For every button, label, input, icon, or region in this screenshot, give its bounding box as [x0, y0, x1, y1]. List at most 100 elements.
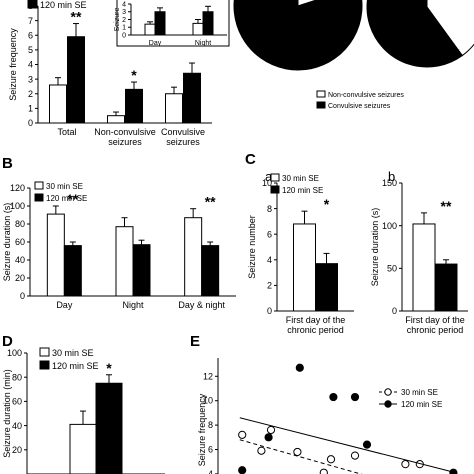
panel-c-b-y-tick-label: 100	[382, 221, 397, 231]
panel-d-y-tick-label: 80	[12, 372, 22, 382]
panel-b-bar	[201, 245, 220, 297]
inset-bar	[144, 23, 156, 36]
panel-e-legend-label: 30 min SE	[401, 388, 438, 397]
panel-a-bar	[183, 72, 201, 124]
pie-1-slice-label: 80%	[289, 50, 307, 60]
panel-c-b-bar	[412, 223, 436, 312]
panel-a-bar	[49, 84, 67, 124]
panel-b-significance: **	[205, 194, 216, 210]
panel-a-category-label: seizures	[108, 137, 142, 147]
panel-b-y-tick-label: 100	[10, 201, 25, 211]
panel-b-bar	[115, 226, 134, 297]
panel-a-y-tick-label: 3	[28, 74, 33, 84]
panel-c-b-y-tick-label: 50	[387, 263, 397, 273]
panel-b-bar	[46, 213, 65, 297]
panel-e-point	[264, 433, 273, 442]
panel-e-point	[238, 466, 247, 474]
panel-e-fit-line	[239, 417, 452, 472]
panel-a-y-tick-label: 1	[28, 104, 33, 114]
panel-a-y-axis-label: Seizure frequency	[8, 28, 18, 101]
panel-a-y-tick-label: 6	[28, 30, 33, 40]
panel-d-y-tick-label: 20	[12, 445, 22, 455]
panel-c-b-significance: **	[441, 198, 452, 214]
panel-e-chart: 4 6 8 10 12 Seizure frequency 30 min SE 120 min…	[197, 358, 458, 474]
pie-legend-label: Non-convulsive seizures	[328, 92, 404, 99]
panel-c-a-legend-swatch	[270, 185, 280, 194]
panel-a-y-tick-label: 5	[28, 45, 33, 55]
pie-2-slice-label: 60%	[397, 38, 415, 48]
panel-c-a-y-tick-label: 6	[267, 229, 272, 239]
panel-a-y-tick-label: 0	[28, 118, 33, 128]
panel-b-y-tick-label: 120	[10, 183, 25, 193]
inset-y-tick-label: 2	[122, 17, 126, 24]
pie-2-chart: 40% 60%	[366, 0, 474, 68]
panel-b-y-tick-label: 40	[15, 255, 25, 265]
panel-e-point	[350, 451, 360, 460]
panel-e-point	[350, 392, 360, 402]
panel-c-b-chart: 0 50 100 150 Seizure duration (s) ** First day…	[370, 178, 468, 335]
panel-d-bar	[69, 423, 97, 474]
panel-e-legend-label: 120 min SE	[401, 400, 442, 409]
panel-a-category-label: seizures	[166, 137, 200, 147]
panel-e-point	[329, 392, 338, 402]
inset-y-axis-label: Seizure	[114, 8, 121, 32]
pie-legend-swatch	[316, 90, 326, 98]
panel-a-bar	[67, 36, 85, 124]
panel-d-y-tick-label: 60	[12, 397, 22, 407]
panel-e-y-tick-label: 6	[208, 445, 213, 455]
panel-a-bar	[165, 93, 183, 124]
panel-c-b-y-axis-label: Seizure duration (s)	[370, 208, 380, 287]
panel-c-a-bar	[315, 263, 338, 312]
panel-c-a-y-tick-label: 8	[267, 204, 272, 214]
panel-c-sublabel-b: b	[388, 169, 395, 184]
panel-b-bar	[184, 217, 203, 297]
panel-e-point	[293, 447, 302, 457]
panel-letter-b: B	[2, 155, 13, 172]
panel-e-y-tick-label: 12	[203, 371, 213, 381]
pie-2-slice-label: 40%	[443, 48, 461, 58]
inset-category-label: Day	[149, 40, 162, 47]
panel-b-legend-swatch	[34, 181, 44, 190]
inset-y-tick-label: 1	[122, 25, 126, 32]
panel-letter-e: E	[190, 333, 200, 350]
panel-c-a-legend-swatch	[270, 173, 280, 182]
panel-letter-d: D	[2, 333, 13, 350]
panel-b-significance: **	[67, 191, 78, 207]
pie-1-chart: 20% 80%	[233, 0, 363, 71]
panel-d-legend-swatch	[39, 347, 50, 357]
panel-b-y-tick-label: 20	[15, 273, 25, 283]
panel-b-chart: 0 20 40 60 80 100 120 Seizure duration (s) ** Day…	[2, 181, 236, 310]
panel-e-point	[238, 430, 247, 439]
pie-1-slice	[233, 0, 363, 71]
panel-a-category-label: Convulsive	[161, 127, 205, 137]
panel-c-a-bar	[293, 223, 316, 312]
pie-legend-label: Convulsive seizures	[328, 103, 391, 110]
inset-y-tick-label: 4	[122, 1, 126, 8]
panel-b-legend-label: 120 min SE	[46, 194, 87, 203]
panel-e-legend-marker	[384, 400, 392, 408]
panel-e-y-tick-label: 10	[203, 396, 213, 406]
panel-a-chart: 012345678Seizure frequency**Total*Non-co…	[8, 0, 212, 147]
panel-b-legend-swatch	[34, 193, 44, 202]
panel-e-point	[257, 446, 266, 455]
panel-a-bar	[125, 88, 143, 124]
panel-c-a-chart: 0 2 4 6 8 10 Seizure number * First day of thech…	[247, 173, 354, 335]
panel-e-point	[326, 455, 336, 464]
panel-c-b-bar	[434, 263, 458, 312]
panel-letter-c: C	[245, 151, 256, 168]
panel-c-a-significance: *	[324, 196, 330, 212]
inset-y-tick-label: 0	[122, 32, 126, 39]
panel-b-legend-label: 30 min SE	[46, 182, 83, 191]
panel-c-b-category-label: chronic period	[407, 325, 464, 335]
pie-legend-swatch	[316, 101, 326, 109]
panel-a-significance: **	[71, 9, 82, 25]
inset-bar	[154, 11, 166, 36]
panel-b-category-label: Day & night	[178, 300, 225, 310]
inset-y-tick-label: 3	[122, 9, 126, 16]
panel-d-legend-label: 30 min SE	[52, 348, 94, 358]
panel-d-y-tick-label: 40	[12, 421, 22, 431]
inset-category-label: Night	[195, 40, 211, 47]
panel-b-y-tick-label: 60	[15, 237, 25, 247]
